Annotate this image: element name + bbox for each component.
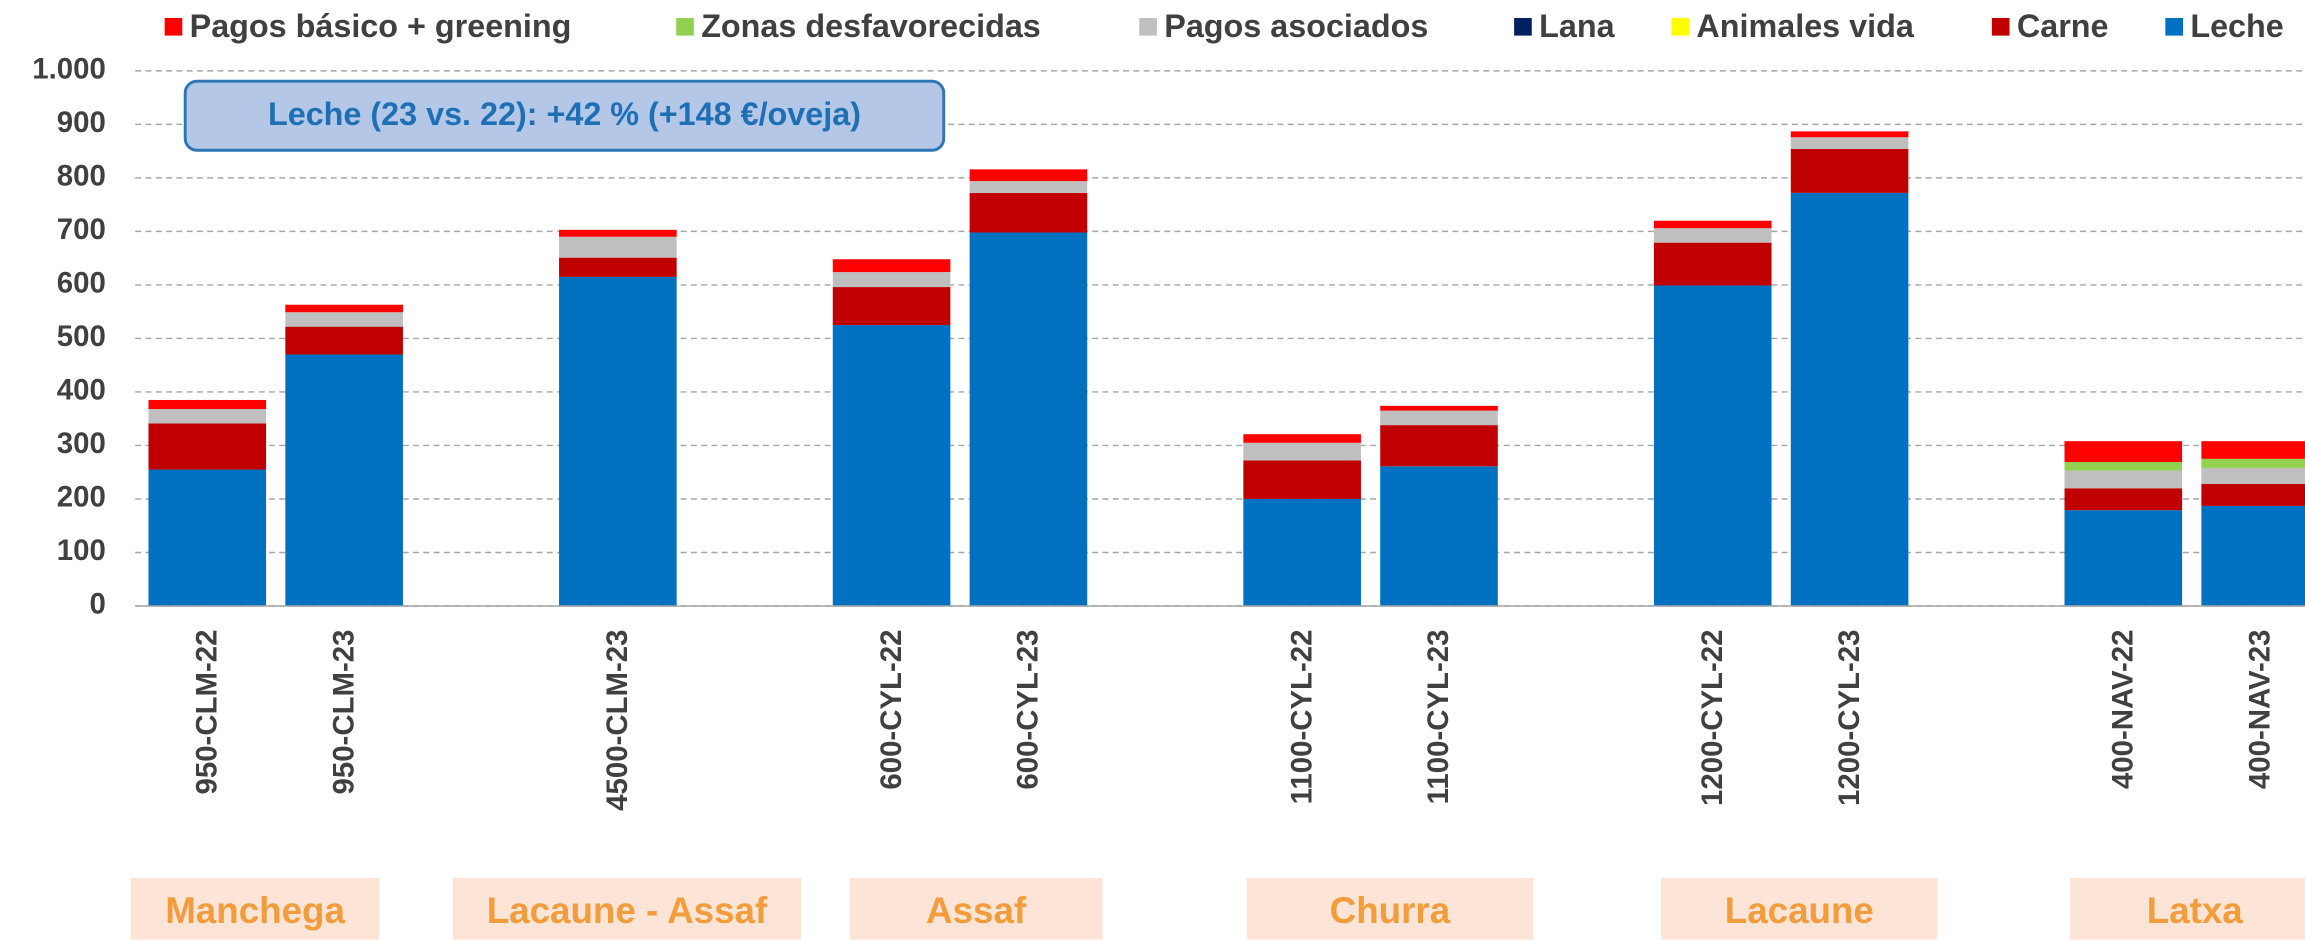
y-tick-label: 0 xyxy=(89,588,105,621)
bar-segment xyxy=(2201,483,2305,506)
y-tick-label: 300 xyxy=(57,427,106,460)
bar-segment xyxy=(1790,192,1909,606)
y-tick-label: 200 xyxy=(57,481,106,514)
bar-segment xyxy=(1380,425,1498,467)
bar-segment xyxy=(285,312,403,327)
y-tick-label: 800 xyxy=(57,160,106,193)
bar-segment xyxy=(285,326,403,355)
group-box xyxy=(1661,877,1938,940)
annotation: Leche (23 vs. 22): +42 % (+148 €/oveja) xyxy=(268,96,861,132)
bar-segment xyxy=(1243,442,1361,461)
x-tick-label: 400-NAV-22 xyxy=(2107,629,2140,789)
bar-segment xyxy=(559,276,677,606)
bar-segment xyxy=(2064,462,2183,471)
x-tick-label: 1100-CYL-23 xyxy=(1422,629,1455,804)
bar-segment xyxy=(2064,470,2183,489)
bar-segment xyxy=(969,181,1088,193)
bar-segment xyxy=(832,272,951,288)
bar-segment xyxy=(1380,410,1498,426)
group-label: Latxa xyxy=(2147,890,2244,931)
group-box xyxy=(130,877,380,940)
bar-segment xyxy=(148,409,267,424)
group-box xyxy=(2069,877,2305,940)
legend-swatch xyxy=(676,17,694,36)
bar-segment xyxy=(2064,488,2183,511)
bar-segment xyxy=(1653,242,1772,286)
group-box xyxy=(849,877,1103,940)
bar-segment xyxy=(2201,441,2305,459)
x-tick-label: 400-NAV-23 xyxy=(2243,629,2276,789)
bar-segment xyxy=(1790,137,1909,150)
bar-segment xyxy=(148,423,267,470)
bar-segment xyxy=(1790,149,1909,193)
legend-label: Lana xyxy=(1539,8,1615,44)
legend-label: Animales vida xyxy=(1696,8,1914,44)
x-tick-label: 950-CLM-23 xyxy=(327,629,360,794)
bar-segment xyxy=(559,229,677,237)
group-label: Manchega xyxy=(165,890,345,931)
bar-segment xyxy=(832,259,951,273)
bar-segment xyxy=(148,469,267,606)
bar-segment xyxy=(559,236,677,258)
annotation-box xyxy=(183,79,946,152)
y-tick-label: 400 xyxy=(57,374,106,407)
legend-swatch xyxy=(1671,17,1690,36)
x-tick-label: 1200-CYL-23 xyxy=(1833,629,1866,805)
bar-segment xyxy=(285,304,403,313)
x-tick-label: 600-CYL-23 xyxy=(1012,629,1045,789)
y-tick-label: 100 xyxy=(57,534,106,567)
x-tick-label: 1100-CYL-22 xyxy=(1285,629,1318,804)
bar-segment xyxy=(1243,460,1361,499)
x-tick-label: 600-CYL-22 xyxy=(875,629,908,789)
legend-label: Pagos asociados xyxy=(1164,8,1428,44)
bar-segment xyxy=(2201,458,2305,468)
bar-segment xyxy=(285,354,403,606)
bar-segment xyxy=(1653,228,1772,243)
y-tick-label: 1.000 xyxy=(32,53,106,86)
legend-label: Pagos básico + greening xyxy=(190,8,572,44)
bar-segment xyxy=(2201,467,2305,484)
bar-segment xyxy=(1653,285,1772,606)
legend-swatch xyxy=(1991,17,2010,36)
bar-segment xyxy=(1243,434,1361,443)
legend-swatch xyxy=(1139,17,1157,36)
bar-segment xyxy=(832,325,951,606)
legend-label: Carne xyxy=(2017,8,2109,44)
bar-segment xyxy=(148,399,267,410)
bar-segment xyxy=(2064,510,2183,606)
bar-segment xyxy=(969,232,1088,606)
x-tick-label: 950-CLM-22 xyxy=(191,629,224,794)
y-tick-label: 900 xyxy=(57,106,106,139)
bar-segment xyxy=(1380,466,1498,606)
group-label: Churra xyxy=(1330,890,1451,931)
legend-swatch xyxy=(164,17,183,36)
bar-segment xyxy=(969,192,1088,233)
group-label: Assaf xyxy=(926,890,1027,931)
group-box xyxy=(452,877,802,940)
bar-segment xyxy=(1653,220,1772,229)
y-tick-label: 500 xyxy=(57,320,106,353)
plot: 0 100 200 300 400 500 600 700 800 900 1.000 950-CLM… xyxy=(32,8,2305,940)
bar-segment xyxy=(1380,405,1498,411)
x-tick-label: 1200-CYL-22 xyxy=(1696,629,1729,805)
group-box xyxy=(1246,877,1534,940)
x-tick-label: 4500-CLM-23 xyxy=(601,629,634,810)
legend-swatch xyxy=(1514,17,1532,36)
y-tick-label: 700 xyxy=(57,213,106,246)
y-tick-label: 600 xyxy=(57,267,106,300)
group-label: Lacaune xyxy=(1725,890,1874,931)
bar-segment xyxy=(832,287,951,326)
bar-segment xyxy=(1790,131,1909,138)
bar-segment xyxy=(2064,441,2183,463)
legend-label: Leche xyxy=(2190,8,2283,44)
bar-segment xyxy=(969,169,1088,182)
group-label: Lacaune - Assaf xyxy=(487,890,768,931)
bar-segment xyxy=(559,257,677,277)
legend-label: Zonas desfavorecidas xyxy=(701,8,1041,44)
bar-segment xyxy=(2201,505,2305,606)
bar-segment xyxy=(1243,498,1361,606)
legend-swatch xyxy=(2165,17,2183,36)
